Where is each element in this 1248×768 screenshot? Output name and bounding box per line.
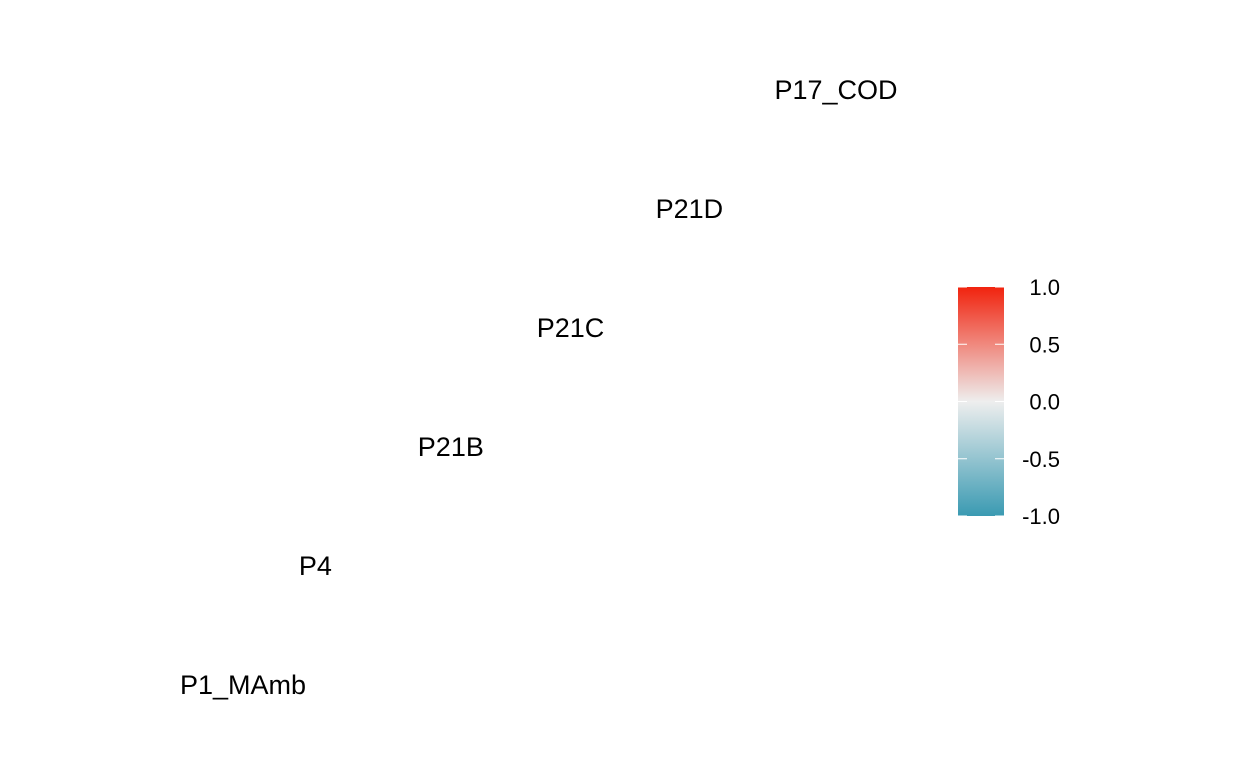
variable-label: P1_MAmb (180, 670, 306, 700)
colorbar-ticks: 1.0 0.5 0.0 -0.5 -1.0 (958, 275, 1060, 529)
variable-label: P21B (418, 432, 484, 462)
variable-label: P4 (299, 551, 332, 581)
colorbar-tick-label: 0.5 (1029, 332, 1060, 357)
variable-label: P21D (656, 194, 724, 224)
colorbar-tick-label: 0.0 (1029, 390, 1060, 415)
variable-label: P17_COD (775, 75, 898, 105)
variable-label: P21C (537, 313, 605, 343)
colorbar-tick-label: 1.0 (1029, 275, 1060, 300)
colorbar-tick-label: -1.0 (1022, 504, 1060, 529)
colorbar-legend: 1.0 0.5 0.0 -0.5 -1.0 (958, 275, 1060, 529)
variable-labels: P1_MAmb P4 P21B P21C P21D P17_COD (180, 75, 898, 700)
colorbar-tick-label: -0.5 (1022, 447, 1060, 472)
